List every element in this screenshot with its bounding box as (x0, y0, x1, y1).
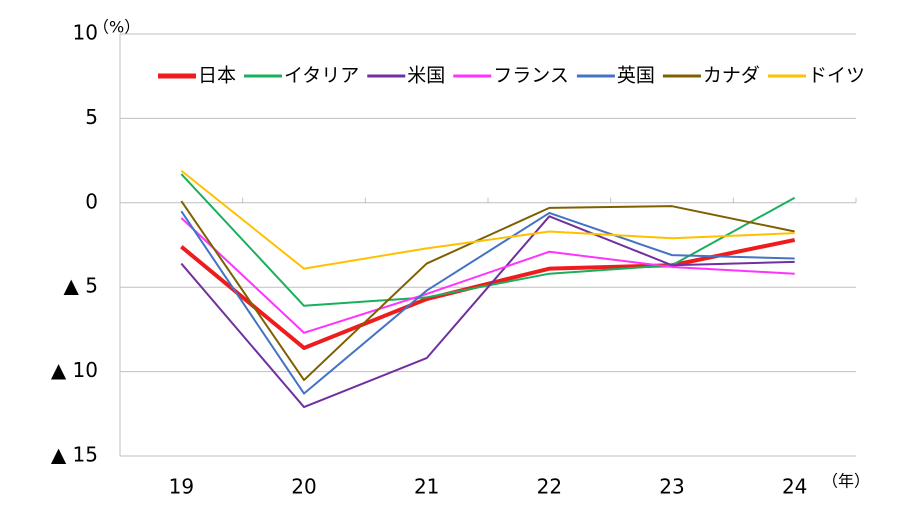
legend-label: 日本 (198, 65, 236, 87)
legend-label: ドイツ (808, 65, 865, 87)
legend-label: フランス (493, 65, 569, 87)
legend-label: 英国 (617, 65, 655, 87)
y-tick-label: ▲ 15 (51, 443, 98, 467)
y-unit: （%） (93, 18, 140, 37)
series-line (180, 173, 796, 307)
series-line (180, 237, 796, 350)
series-line (180, 169, 795, 270)
y-tick-label: 0 (85, 189, 98, 213)
x-tick-label: 24 (782, 475, 807, 499)
y-tick-label: ▲ 5 (64, 274, 98, 298)
x-tick-label: 22 (537, 475, 562, 499)
series-line (180, 200, 795, 382)
x-tick-label: 20 (291, 475, 316, 499)
y-tick-label: 5 (85, 105, 98, 129)
y-tick-label: ▲ 10 (51, 358, 98, 382)
legend-label: 米国 (407, 65, 445, 87)
x-tick-label: 21 (414, 475, 439, 499)
x-tick-label: 19 (169, 475, 194, 499)
y-tick-label: 10 (73, 21, 98, 45)
series-line (180, 217, 795, 334)
series-line (180, 210, 795, 395)
x-tick-label: 23 (659, 475, 684, 499)
series-line (180, 215, 795, 409)
x-unit: （年） (822, 472, 870, 491)
legend-label: カナダ (703, 65, 760, 87)
legend-label: イタリア (284, 65, 359, 87)
